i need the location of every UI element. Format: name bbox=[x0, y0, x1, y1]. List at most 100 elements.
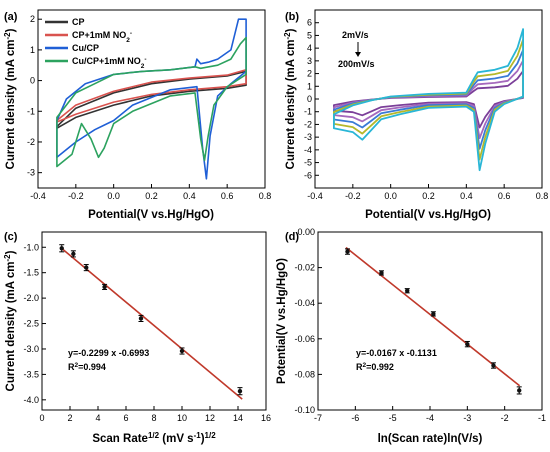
y-tick-label: -0.08 bbox=[294, 369, 315, 379]
x-tick-label: 2 bbox=[67, 413, 72, 423]
data-point bbox=[138, 316, 144, 321]
y-tick-label: -3 bbox=[304, 132, 312, 142]
legend-label-cp: CP bbox=[72, 17, 85, 27]
y-tick-label: -3.0 bbox=[23, 344, 39, 354]
y-tick-label: 5 bbox=[307, 30, 312, 40]
panel-b: (b) -0.4 -0.2 0.0 0.2 0.4 0.6 0.8 -6 -5 -4 -3 -2 -1 0… bbox=[283, 9, 548, 221]
panel-d-r2: R2=0.992 bbox=[356, 362, 394, 373]
panel-a-legend: CP CP+1mM NO2- Cu/CP Cu/CP+1mM NO2- bbox=[45, 17, 147, 70]
panel-c-ticks: 0 2 4 6 8 10 12 14 16 -4.0 -3.5 -3.0 -2.5 -2.0 -1.5 -1.… bbox=[23, 242, 271, 423]
x-tick-label: -6 bbox=[351, 413, 359, 423]
x-tick-label: 16 bbox=[261, 413, 271, 423]
data-point bbox=[431, 311, 436, 317]
panel-b-ticks: -0.4 -0.2 0.0 0.2 0.4 0.6 0.8 -6 -5 -4 -3 -2 -1 0 1 2 3 4… bbox=[304, 18, 548, 201]
panel-d-plot bbox=[344, 246, 522, 395]
x-tick-label: -5 bbox=[389, 413, 397, 423]
y-tick-label: 0 bbox=[30, 76, 35, 86]
panel-a-ylabel: Current density (mA cm-2) bbox=[3, 28, 18, 169]
panel-c-frame bbox=[41, 231, 267, 411]
y-tick-label: 0 bbox=[307, 94, 312, 104]
x-tick-label: 8 bbox=[151, 413, 156, 423]
y-tick-label: -0.04 bbox=[294, 298, 315, 308]
y-tick-label: -1 bbox=[27, 106, 35, 116]
data-point bbox=[379, 270, 384, 276]
panel-d-xlabel: ln(Scan rate)ln(V/s) bbox=[378, 433, 483, 445]
panel-d: (d) -7 -6 -5 -4 -3 -2 -1 -0.10 -0.08 -0.06 -0.04 -0… bbox=[276, 227, 546, 445]
panel-d-ylabel: Potential(V vs.Hg/HgO) bbox=[276, 258, 288, 384]
scan-rate-curve-0 bbox=[333, 70, 524, 129]
panel-d-label: (d) bbox=[285, 231, 299, 243]
y-tick-label: -4.0 bbox=[23, 395, 39, 405]
y-tick-label: -2 bbox=[27, 137, 35, 147]
x-tick-label: 0.0 bbox=[384, 191, 397, 201]
panel-b-curves bbox=[333, 28, 524, 172]
legend-label-cu-cp-no2: Cu/CP+1mM NO2- bbox=[72, 56, 147, 70]
panel-d-ticks: -7 -6 -5 -4 -3 -2 -1 -0.10 -0.08 -0.06 -0.04 -0.02 0… bbox=[294, 227, 546, 423]
y-tick-label: 2 bbox=[307, 69, 312, 79]
x-tick-label: -7 bbox=[314, 413, 322, 423]
panel-c-plot bbox=[59, 244, 243, 400]
x-tick-label: -0.4 bbox=[307, 191, 323, 201]
panel-a-xlabel: Potential(V vs.Hg/HgO) bbox=[88, 209, 214, 221]
x-tick-label: -1 bbox=[538, 413, 546, 423]
cv-curve-0 bbox=[56, 70, 247, 129]
panel-d-equation: y=-0.0167 x -0.1131 bbox=[356, 348, 437, 358]
legend-label-cu-cp: Cu/CP bbox=[72, 43, 99, 53]
cv-curve-1 bbox=[56, 69, 247, 123]
y-tick-label: -4 bbox=[304, 145, 312, 155]
x-tick-label: 0.6 bbox=[221, 191, 234, 201]
scan-rate-curve-4 bbox=[333, 28, 524, 172]
x-tick-label: 0.2 bbox=[145, 191, 158, 201]
y-tick-label: -2.5 bbox=[23, 319, 39, 329]
x-tick-label: 0.4 bbox=[460, 191, 473, 201]
x-tick-label: -3 bbox=[463, 413, 471, 423]
y-tick-label: -0.02 bbox=[294, 263, 315, 273]
x-tick-label: -4 bbox=[426, 413, 434, 423]
y-tick-label: -1.0 bbox=[23, 242, 39, 252]
x-tick-label: 6 bbox=[123, 413, 128, 423]
data-point bbox=[179, 348, 185, 354]
x-tick-label: 0.4 bbox=[183, 191, 196, 201]
panel-a-ticks: -0.4 -0.2 0.0 0.2 0.4 0.6 0.8 -3 -2 -1 0 1 2 bbox=[27, 14, 271, 201]
x-tick-label: -0.2 bbox=[345, 191, 361, 201]
x-tick-label: 0 bbox=[39, 413, 44, 423]
x-tick-label: -0.4 bbox=[30, 191, 46, 201]
y-tick-label: 2 bbox=[30, 14, 35, 24]
data-point bbox=[59, 246, 64, 251]
y-tick-label: -1.5 bbox=[23, 268, 39, 278]
x-tick-label: -0.2 bbox=[68, 191, 84, 201]
fit-line bbox=[345, 246, 521, 387]
x-tick-label: 0.8 bbox=[536, 191, 549, 201]
fit-line bbox=[59, 246, 243, 400]
panel-b-annotation-top: 2mV/s bbox=[342, 30, 369, 40]
data-point bbox=[491, 363, 496, 368]
y-tick-label: 6 bbox=[307, 18, 312, 28]
x-tick-label: 0.2 bbox=[422, 191, 435, 201]
panel-c-r2: R2=0.994 bbox=[68, 362, 106, 373]
panel-b-xlabel: Potential(V vs.Hg/HgO) bbox=[365, 209, 491, 221]
y-tick-label: 1 bbox=[307, 81, 312, 91]
y-tick-label: 1 bbox=[30, 45, 35, 55]
panel-b-annotation-bottom: 200mV/s bbox=[338, 59, 375, 69]
data-point bbox=[71, 251, 76, 257]
panel-c-label: (c) bbox=[4, 231, 18, 243]
y-tick-label: -3.5 bbox=[23, 369, 39, 379]
panel-a-label: (a) bbox=[4, 11, 18, 23]
y-tick-label: -2.0 bbox=[23, 293, 39, 303]
y-tick-label: 0.00 bbox=[297, 227, 315, 237]
y-tick-label: -1 bbox=[304, 107, 312, 117]
panel-c-ylabel: Current density (mA cm-2) bbox=[3, 250, 18, 391]
x-tick-label: 0.6 bbox=[498, 191, 511, 201]
x-tick-label: 10 bbox=[177, 413, 187, 423]
y-tick-label: -0.10 bbox=[294, 405, 315, 415]
y-tick-label: -0.06 bbox=[294, 334, 315, 344]
cv-curve-3 bbox=[56, 36, 247, 168]
panel-c-xlabel: Scan Rate1/2 (mV s-1)1/2 bbox=[92, 431, 216, 446]
x-tick-label: 14 bbox=[233, 413, 243, 423]
data-point bbox=[345, 249, 350, 254]
x-tick-label: 0.8 bbox=[259, 191, 272, 201]
panel-a: (a) -0.4 -0.2 0.0 0.2 0.4 0.6 0.8 -3 -2 -1 0 1 2 Pot… bbox=[3, 9, 271, 221]
panel-d-frame bbox=[317, 231, 543, 411]
data-point bbox=[237, 388, 243, 394]
